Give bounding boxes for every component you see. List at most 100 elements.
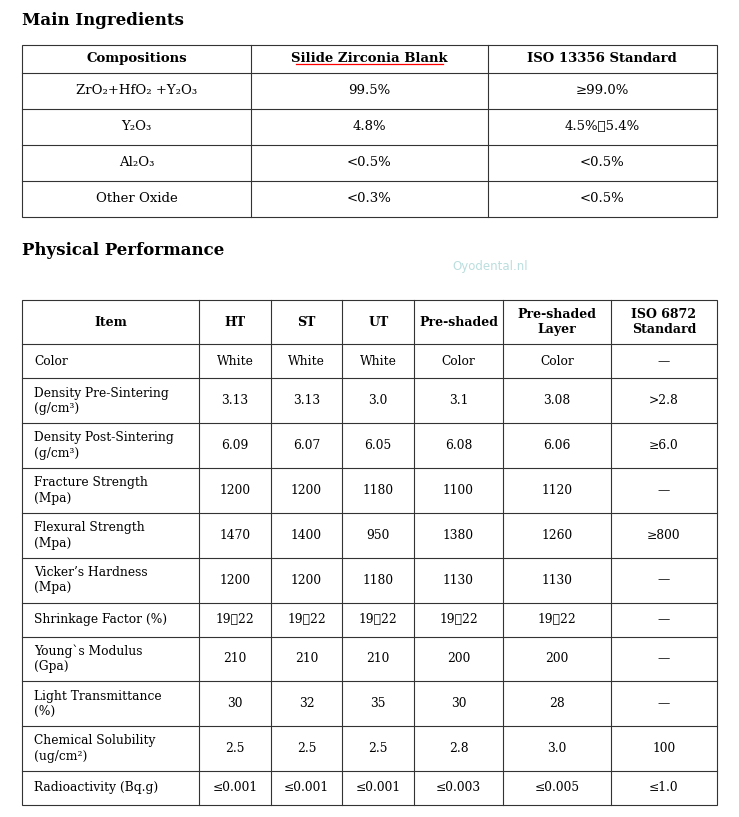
Text: 3.0: 3.0 <box>547 742 567 755</box>
Text: 1380: 1380 <box>443 529 474 542</box>
Text: Physical Performance: Physical Performance <box>22 242 224 259</box>
Text: Oyodental.nl: Oyodental.nl <box>452 260 528 273</box>
Text: 30: 30 <box>228 697 243 710</box>
Text: Fracture Strength
(Mpa): Fracture Strength (Mpa) <box>35 476 149 505</box>
Text: Flexural Strength
(Mpa): Flexural Strength (Mpa) <box>35 521 145 550</box>
Text: <0.3%: <0.3% <box>347 193 392 206</box>
Text: 950: 950 <box>367 529 390 542</box>
Text: 6.08: 6.08 <box>445 440 472 452</box>
Text: Silide Zirconia Blank: Silide Zirconia Blank <box>291 52 448 65</box>
Bar <box>22 45 717 217</box>
Text: 1130: 1130 <box>443 574 474 587</box>
Text: 2.8: 2.8 <box>449 742 469 755</box>
Text: ≤1.0: ≤1.0 <box>649 782 678 794</box>
Text: 35: 35 <box>370 697 386 710</box>
Text: 4.8%: 4.8% <box>353 120 386 133</box>
Text: Density Pre-Sintering
(g/cm³): Density Pre-Sintering (g/cm³) <box>35 386 169 415</box>
Text: 19～22: 19～22 <box>359 613 398 626</box>
Text: 1470: 1470 <box>219 529 251 542</box>
Text: —: — <box>658 574 670 587</box>
Text: 99.5%: 99.5% <box>348 84 391 97</box>
Text: 210: 210 <box>295 653 319 666</box>
Text: Item: Item <box>94 315 127 328</box>
Text: —: — <box>658 355 670 368</box>
Text: White: White <box>288 355 325 368</box>
Text: —: — <box>658 484 670 497</box>
Text: ≤0.003: ≤0.003 <box>436 782 481 794</box>
Text: 210: 210 <box>223 653 247 666</box>
Text: Chemical Solubility
(ug/cm²): Chemical Solubility (ug/cm²) <box>35 734 156 763</box>
Text: 19～22: 19～22 <box>439 613 478 626</box>
Text: Young`s Modulus
(Gpa): Young`s Modulus (Gpa) <box>35 645 143 673</box>
Text: Light Transmittance
(%): Light Transmittance (%) <box>35 690 162 718</box>
Text: Compositions: Compositions <box>86 52 187 65</box>
Text: 30: 30 <box>451 697 466 710</box>
Text: ≤0.005: ≤0.005 <box>534 782 579 794</box>
Text: Color: Color <box>540 355 573 368</box>
Text: 1180: 1180 <box>363 574 394 587</box>
Text: 6.09: 6.09 <box>221 440 249 452</box>
Text: ≥800: ≥800 <box>647 529 681 542</box>
Text: ≤0.001: ≤0.001 <box>212 782 258 794</box>
Text: <0.5%: <0.5% <box>580 156 624 169</box>
Text: 1180: 1180 <box>363 484 394 497</box>
Text: Color: Color <box>35 355 68 368</box>
Text: White: White <box>360 355 397 368</box>
Text: 1200: 1200 <box>291 484 322 497</box>
Text: ≤0.001: ≤0.001 <box>355 782 401 794</box>
Text: Al₂O₃: Al₂O₃ <box>119 156 154 169</box>
Text: ≥6.0: ≥6.0 <box>649 440 678 452</box>
Text: 6.07: 6.07 <box>293 440 320 452</box>
Text: ZrO₂+HfO₂ +Y₂O₃: ZrO₂+HfO₂ +Y₂O₃ <box>76 84 197 97</box>
Text: 100: 100 <box>653 742 675 755</box>
Text: White: White <box>217 355 253 368</box>
Text: <0.5%: <0.5% <box>347 156 392 169</box>
Text: Pre-shaded
Layer: Pre-shaded Layer <box>517 308 596 337</box>
Text: 4.5%～5.4%: 4.5%～5.4% <box>565 120 640 133</box>
Text: 1130: 1130 <box>541 574 572 587</box>
Text: ≤0.001: ≤0.001 <box>284 782 329 794</box>
Text: 1120: 1120 <box>541 484 573 497</box>
Text: 1200: 1200 <box>219 484 251 497</box>
Text: UT: UT <box>368 315 388 328</box>
Text: 3.13: 3.13 <box>293 395 320 408</box>
Text: —: — <box>658 697 670 710</box>
Text: 19～22: 19～22 <box>287 613 326 626</box>
Text: Other Oxide: Other Oxide <box>96 193 177 206</box>
Text: ST: ST <box>297 315 316 328</box>
Text: 1200: 1200 <box>291 574 322 587</box>
Text: HT: HT <box>225 315 245 328</box>
Text: <0.5%: <0.5% <box>580 193 624 206</box>
Text: Radioactivity (Bq.g): Radioactivity (Bq.g) <box>35 782 159 794</box>
Text: 19～22: 19～22 <box>537 613 576 626</box>
Text: 2.5: 2.5 <box>297 742 316 755</box>
Text: Vicker’s Hardness
(Mpa): Vicker’s Hardness (Mpa) <box>35 566 148 595</box>
Text: 6.06: 6.06 <box>543 440 571 452</box>
Text: 2.5: 2.5 <box>225 742 245 755</box>
Text: 200: 200 <box>447 653 470 666</box>
Text: —: — <box>658 613 670 626</box>
Text: 3.13: 3.13 <box>222 395 248 408</box>
Text: Color: Color <box>442 355 475 368</box>
Text: 3.0: 3.0 <box>369 395 388 408</box>
Bar <box>22 300 717 805</box>
Text: 32: 32 <box>299 697 314 710</box>
Text: 6.05: 6.05 <box>364 440 392 452</box>
Text: —: — <box>658 653 670 666</box>
Text: >2.8: >2.8 <box>649 395 678 408</box>
Text: ISO 6872
Standard: ISO 6872 Standard <box>631 308 696 337</box>
Text: 1400: 1400 <box>291 529 322 542</box>
Text: 210: 210 <box>367 653 390 666</box>
Text: 28: 28 <box>549 697 565 710</box>
Text: 1260: 1260 <box>541 529 573 542</box>
Text: ≥99.0%: ≥99.0% <box>576 84 629 97</box>
Text: Y₂O₃: Y₂O₃ <box>121 120 151 133</box>
Text: 1200: 1200 <box>219 574 251 587</box>
Text: Shrinkage Factor (%): Shrinkage Factor (%) <box>35 613 168 626</box>
Text: 3.08: 3.08 <box>543 395 571 408</box>
Text: Density Post-Sintering
(g/cm³): Density Post-Sintering (g/cm³) <box>35 431 174 460</box>
Text: 2.5: 2.5 <box>369 742 388 755</box>
Text: 19～22: 19～22 <box>216 613 254 626</box>
Text: 1100: 1100 <box>443 484 474 497</box>
Text: Main Ingredients: Main Ingredients <box>22 12 184 29</box>
